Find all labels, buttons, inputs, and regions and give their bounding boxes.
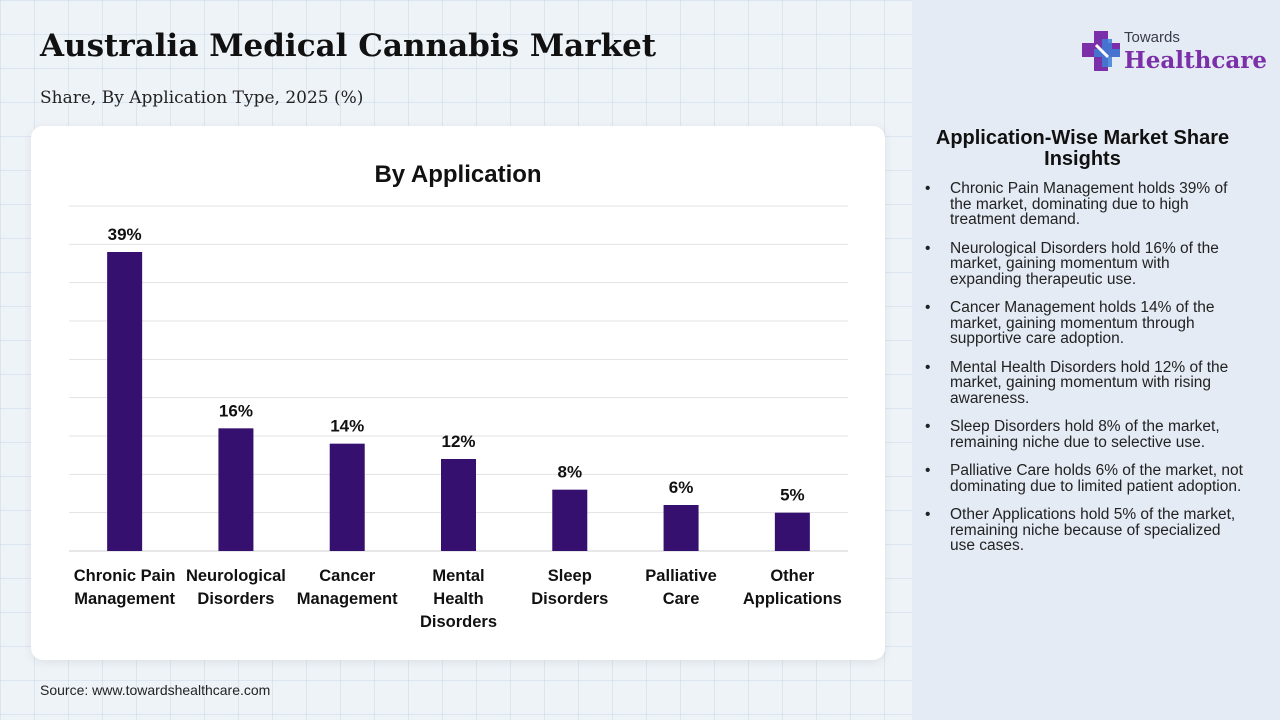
bar[interactable]	[663, 505, 699, 551]
category-label-line: Mental	[432, 567, 484, 585]
insight-text: Mental Health Disorders hold 12% of the …	[950, 358, 1229, 407]
category-label-line: Care	[663, 590, 700, 608]
insight-text: Sleep Disorders hold 8% of the market, r…	[950, 418, 1220, 451]
category-label-line: Applications	[743, 590, 842, 608]
brand-logo[interactable]: Towards Healthcare	[1080, 27, 1267, 77]
category-label: Other Applications	[743, 567, 842, 608]
category-label-line: Management	[74, 590, 175, 608]
bar[interactable]	[107, 252, 143, 551]
category-label-line: Disorders	[531, 590, 608, 608]
bar[interactable]	[218, 428, 254, 551]
category-label-line: Neurological	[186, 567, 286, 585]
bullet-icon: •	[925, 418, 931, 435]
data-label: 8%	[557, 463, 582, 482]
insight-item: • Neurological Disorders hold 16% of the …	[925, 239, 1245, 288]
page-subtitle: Share, By Application Type, 2025 (%)	[40, 88, 364, 108]
bullet-icon: •	[925, 239, 931, 257]
bars	[107, 252, 810, 551]
bullet-icon: •	[925, 462, 931, 479]
category-label-line: Other	[770, 567, 815, 585]
bar-chart: By Application 39% 16% 14% 12% 8% 6% 5% Chroni…	[69, 161, 848, 631]
category-label-line: Health	[433, 590, 483, 608]
category-label: Palliative Care	[645, 567, 717, 608]
data-labels: 39% 16% 14% 12% 8% 6% 5%	[108, 225, 805, 505]
category-label-line: Disorders	[197, 590, 274, 608]
bullet-icon: •	[925, 180, 931, 197]
insight-item: • Palliative Care holds 6% of the market,…	[925, 463, 1245, 494]
right-panel	[912, 0, 1280, 720]
insight-item: • Other Applications hold 5% of the marke…	[925, 507, 1245, 554]
bullet-icon: •	[925, 358, 931, 376]
chart-card: By Application 39% 16% 14% 12% 8% 6% 5% Chroni…	[31, 126, 885, 660]
category-label: Cancer Management	[297, 567, 398, 608]
category-label: Chronic Pain Management	[74, 567, 176, 608]
data-label: 12%	[441, 432, 475, 451]
chart-title: By Application	[374, 161, 541, 188]
bar[interactable]	[774, 512, 810, 551]
cross-plus-icon	[1082, 31, 1120, 71]
category-label-line: Disorders	[420, 613, 497, 631]
gridlines	[69, 205, 848, 552]
category-label: Neurological Disorders	[186, 567, 286, 608]
source-text: Source: www.towardshealthcare.com	[40, 682, 271, 698]
insight-item: • Sleep Disorders hold 8% of the market, …	[925, 419, 1245, 450]
insight-text: Neurological Disorders hold 16% of the m…	[950, 239, 1219, 288]
bullet-icon: •	[925, 299, 931, 316]
bar[interactable]	[441, 459, 476, 551]
category-label-line: Management	[297, 590, 398, 608]
category-label: Mental Health Disorders	[420, 567, 497, 631]
category-label-line: Cancer	[319, 567, 376, 585]
insight-item: • Cancer Management holds 14% of the mark…	[925, 300, 1245, 347]
bar[interactable]	[552, 489, 588, 551]
insights-title: Application-Wise Market Share Insights	[935, 127, 1230, 170]
bullet-icon: •	[925, 506, 931, 523]
data-label: 16%	[219, 401, 253, 420]
insight-text: Cancer Management holds 14% of the marke…	[950, 299, 1215, 347]
category-label-line: Palliative	[645, 567, 717, 585]
data-label: 14%	[330, 417, 364, 436]
data-label: 5%	[780, 486, 805, 505]
category-label-line: Chronic Pain	[74, 567, 176, 585]
category-labels: Chronic Pain Management Neurological Disord…	[74, 567, 842, 631]
bar[interactable]	[329, 443, 365, 551]
data-label: 39%	[108, 225, 142, 244]
left-panel: Australia Medical Cannabis Market Share,…	[31, 28, 885, 698]
category-label: Sleep Disorders	[531, 567, 608, 608]
insights-list: • Chronic Pain Management holds 39% of th…	[925, 181, 1245, 567]
data-label: 6%	[669, 478, 694, 497]
page-title: Australia Medical Cannabis Market	[40, 28, 657, 64]
logo-small-text: Towards	[1124, 29, 1180, 46]
insight-item: • Mental Health Disorders hold 12% of the…	[925, 358, 1245, 407]
insight-text: Other Applications hold 5% of the market…	[950, 506, 1236, 554]
insight-text: Chronic Pain Management holds 39% of the…	[950, 180, 1228, 228]
insight-text: Palliative Care holds 6% of the market, …	[950, 462, 1243, 495]
insight-item: • Chronic Pain Management holds 39% of th…	[925, 181, 1245, 228]
category-label-line: Sleep	[548, 567, 592, 585]
logo-big-text: Healthcare	[1124, 47, 1268, 74]
